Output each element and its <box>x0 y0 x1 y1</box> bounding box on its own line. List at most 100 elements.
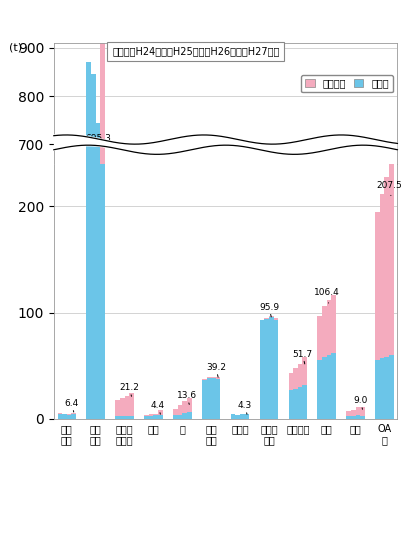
Bar <box>302 357 306 385</box>
Bar <box>187 480 191 483</box>
Bar <box>321 432 326 455</box>
Bar <box>268 437 273 483</box>
Text: 95.9: 95.9 <box>258 303 278 317</box>
Text: 695.3: 695.3 <box>85 134 111 147</box>
Bar <box>384 177 388 357</box>
Bar <box>297 364 302 387</box>
Bar <box>330 426 335 453</box>
Bar <box>326 429 330 454</box>
Text: 6.4: 6.4 <box>64 399 78 412</box>
Bar <box>215 378 220 379</box>
Bar <box>235 481 240 483</box>
Bar <box>124 416 129 419</box>
Bar <box>273 437 278 438</box>
Bar <box>321 357 326 419</box>
Bar <box>346 482 350 483</box>
Bar <box>71 480 76 481</box>
Text: 左より　H24年度　H25年度　H26年度　H27年度: 左より H24年度 H25年度 H26年度 H27年度 <box>112 47 279 56</box>
Bar <box>359 407 364 416</box>
Bar <box>211 379 215 419</box>
Bar <box>153 415 158 419</box>
Text: 21.2: 21.2 <box>119 383 139 396</box>
Bar <box>206 464 211 483</box>
Bar <box>66 481 71 483</box>
Bar <box>124 396 129 416</box>
Bar <box>292 460 297 469</box>
Bar <box>379 455 384 483</box>
Bar <box>144 415 148 416</box>
Bar <box>206 378 211 419</box>
Bar <box>292 469 297 483</box>
Bar <box>187 473 191 480</box>
Bar <box>379 358 384 419</box>
Bar <box>71 415 76 419</box>
Bar <box>346 416 350 419</box>
Bar <box>120 397 124 416</box>
Bar <box>359 477 364 482</box>
Bar <box>346 480 350 482</box>
Bar <box>86 0 91 419</box>
Bar <box>144 482 148 483</box>
Bar <box>115 482 120 483</box>
Bar <box>177 481 182 483</box>
Bar <box>259 438 263 483</box>
Bar <box>346 411 350 416</box>
Bar <box>177 415 182 419</box>
Bar <box>115 416 120 419</box>
Bar <box>120 416 124 419</box>
Bar <box>359 416 364 419</box>
Bar <box>317 360 321 419</box>
Bar <box>124 481 129 483</box>
Bar <box>259 320 263 419</box>
Text: 106.4: 106.4 <box>313 288 339 303</box>
Bar <box>71 481 76 483</box>
Bar <box>91 0 95 419</box>
Bar <box>288 470 292 483</box>
Bar <box>173 481 177 483</box>
Bar <box>177 476 182 481</box>
Bar <box>288 373 292 390</box>
Bar <box>129 416 133 419</box>
Bar <box>215 465 220 483</box>
Bar <box>384 373 388 455</box>
Bar <box>202 465 206 483</box>
Bar <box>350 478 355 481</box>
Bar <box>115 400 120 416</box>
Bar <box>321 306 326 357</box>
Bar <box>263 319 268 419</box>
Bar <box>173 478 177 481</box>
Bar <box>388 355 393 419</box>
Bar <box>288 390 292 419</box>
Text: 39.2: 39.2 <box>205 363 225 377</box>
Bar <box>100 0 104 153</box>
Bar <box>268 317 273 419</box>
Bar <box>297 468 302 483</box>
Bar <box>62 414 66 419</box>
Bar <box>302 455 306 467</box>
Bar <box>86 62 91 483</box>
Bar <box>244 481 249 483</box>
Bar <box>100 362 104 483</box>
Bar <box>211 465 215 483</box>
Bar <box>187 398 191 412</box>
Bar <box>288 462 292 470</box>
Bar <box>330 353 335 419</box>
Bar <box>177 405 182 415</box>
Bar <box>158 410 162 415</box>
Bar <box>120 473 124 482</box>
Bar <box>244 414 249 419</box>
Bar <box>120 482 124 483</box>
Bar <box>355 415 359 419</box>
Bar <box>355 407 359 415</box>
Bar <box>182 475 187 480</box>
Bar <box>263 437 268 483</box>
Bar <box>57 481 62 483</box>
Bar <box>129 471 133 481</box>
Bar <box>321 455 326 483</box>
Text: 207.5: 207.5 <box>375 181 401 195</box>
Bar <box>317 316 321 360</box>
Bar <box>359 482 364 483</box>
Bar <box>302 467 306 483</box>
Bar <box>388 353 393 454</box>
Bar <box>235 415 240 419</box>
